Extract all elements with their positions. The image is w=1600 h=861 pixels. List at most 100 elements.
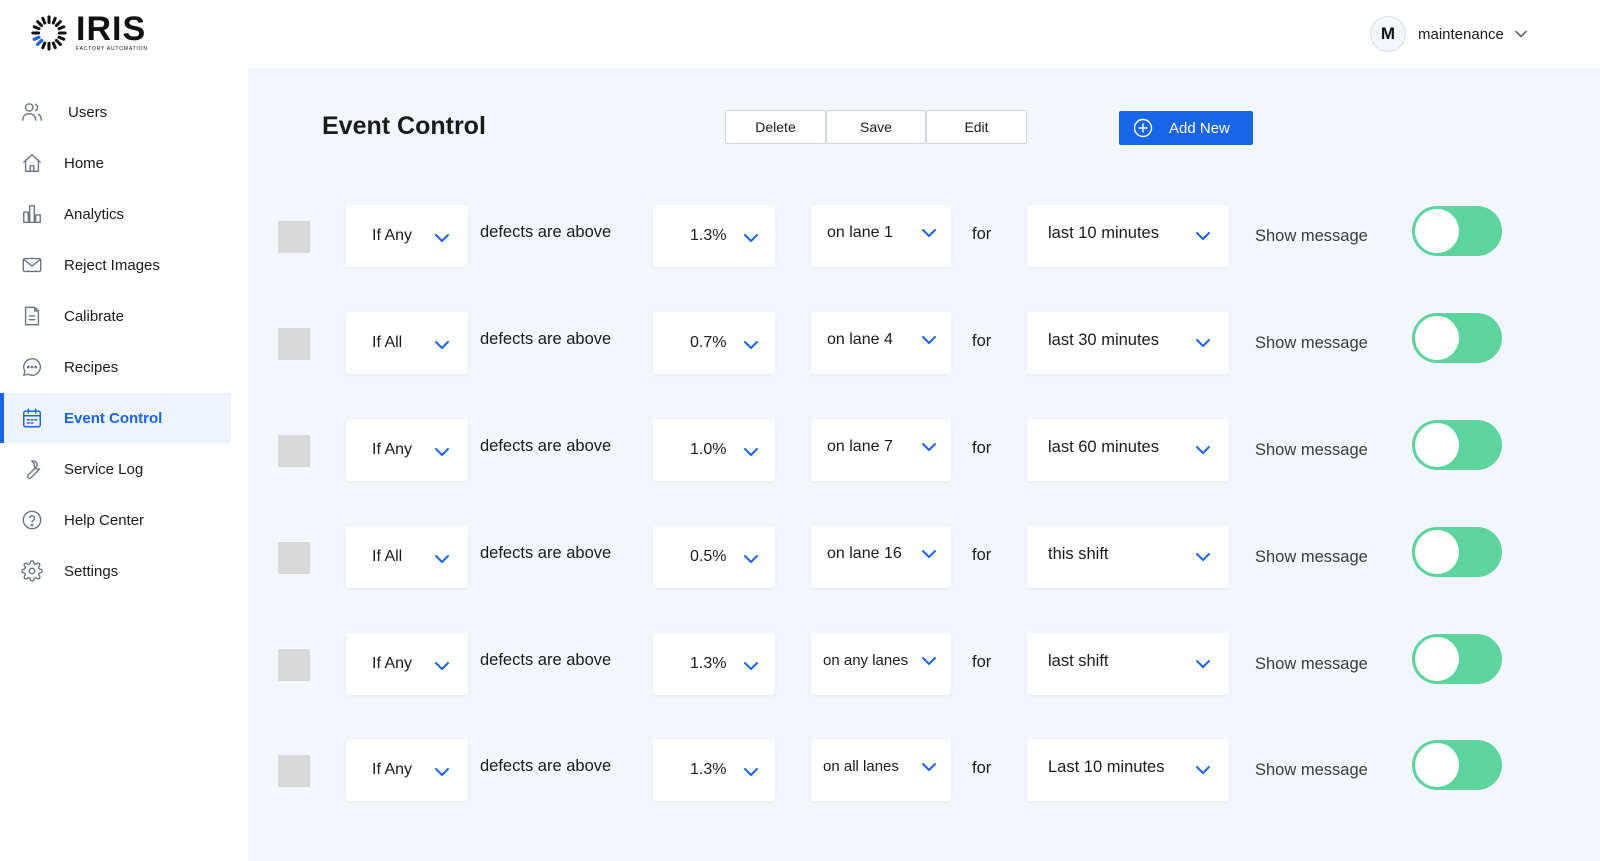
chevron-down-icon[interactable] — [1194, 334, 1212, 352]
chevron-down-icon[interactable] — [1194, 761, 1212, 779]
sidebar-item-help-center[interactable]: Help Center — [0, 495, 231, 545]
sidebar: Users Home Analytics Reject Images Calib… — [0, 68, 248, 861]
time-window-dropdown[interactable]: this shift — [1027, 526, 1229, 588]
lane-dropdown[interactable]: on lane 1 — [811, 205, 951, 267]
sidebar-item-recipes[interactable]: Recipes — [0, 342, 231, 392]
chevron-down-icon[interactable] — [1194, 655, 1212, 673]
chevron-down-icon[interactable] — [433, 443, 451, 461]
avatar[interactable]: M — [1370, 16, 1406, 52]
sidebar-item-home[interactable]: Home — [0, 138, 231, 188]
chevron-down-icon[interactable] — [742, 763, 760, 781]
row-checkbox[interactable] — [278, 755, 310, 787]
chevron-down-icon[interactable] — [742, 657, 760, 675]
condition-dropdown[interactable]: If Any — [346, 739, 468, 801]
edit-button[interactable]: Edit — [926, 110, 1027, 144]
sidebar-item-label: Settings — [64, 562, 119, 580]
condition-value: If Any — [372, 655, 413, 672]
chevron-down-icon[interactable] — [1194, 441, 1212, 459]
time-window-value: last 30 minutes — [1048, 331, 1159, 349]
brand-logo[interactable]: IRIS FACTORY AUTOMATION — [30, 12, 148, 52]
threshold-dropdown[interactable]: 0.7% — [653, 312, 775, 374]
threshold-dropdown[interactable]: 1.3% — [653, 739, 775, 801]
lane-dropdown[interactable]: on any lanes — [811, 633, 951, 695]
chevron-down-icon[interactable] — [433, 657, 451, 675]
chevron-down-icon[interactable] — [433, 550, 451, 568]
page-title: Event Control — [322, 112, 486, 140]
chevron-down-icon[interactable] — [433, 763, 451, 781]
time-window-dropdown[interactable]: last shift — [1027, 633, 1229, 695]
show-message-toggle[interactable] — [1412, 527, 1502, 577]
user-menu[interactable]: M maintenance — [1370, 16, 1528, 52]
threshold-value: 0.7% — [690, 334, 727, 351]
time-window-dropdown[interactable]: last 30 minutes — [1027, 312, 1229, 374]
sidebar-item-event-control[interactable]: Event Control — [0, 393, 231, 443]
chevron-down-icon[interactable] — [920, 758, 938, 776]
lane-dropdown[interactable]: on lane 4 — [811, 312, 951, 374]
condition-value: If Any — [372, 441, 413, 458]
sidebar-item-calibrate[interactable]: Calibrate — [0, 291, 231, 341]
user-name[interactable]: maintenance — [1418, 25, 1504, 43]
chevron-down-icon[interactable] — [1514, 27, 1528, 41]
chevron-down-icon[interactable] — [742, 229, 760, 247]
chevron-down-icon[interactable] — [920, 545, 938, 563]
row-checkbox[interactable] — [278, 435, 310, 467]
chevron-down-icon[interactable] — [742, 443, 760, 461]
chevron-down-icon[interactable] — [1194, 548, 1212, 566]
threshold-dropdown[interactable]: 1.0% — [653, 419, 775, 481]
chevron-down-icon[interactable] — [742, 550, 760, 568]
chevron-down-icon[interactable] — [742, 336, 760, 354]
lane-value: on lane 1 — [827, 224, 893, 241]
chevron-down-icon[interactable] — [433, 229, 451, 247]
chevron-down-icon[interactable] — [920, 331, 938, 349]
threshold-dropdown[interactable]: 1.3% — [653, 633, 775, 695]
condition-dropdown[interactable]: If All — [346, 312, 468, 374]
show-message-toggle[interactable] — [1412, 313, 1502, 363]
row-checkbox[interactable] — [278, 542, 310, 574]
condition-dropdown[interactable]: If Any — [346, 633, 468, 695]
threshold-value: 1.3% — [690, 227, 727, 244]
show-message-toggle[interactable] — [1412, 634, 1502, 684]
add-new-button[interactable]: Add New — [1119, 111, 1253, 145]
save-button[interactable]: Save — [826, 110, 926, 144]
chevron-down-icon[interactable] — [1194, 227, 1212, 245]
show-message-toggle[interactable] — [1412, 206, 1502, 256]
time-window-dropdown[interactable]: last 10 minutes — [1027, 205, 1229, 267]
lane-dropdown[interactable]: on lane 7 — [811, 419, 951, 481]
lane-dropdown[interactable]: on lane 16 — [811, 526, 951, 588]
sidebar-item-label: Recipes — [64, 358, 119, 376]
sidebar-item-analytics[interactable]: Analytics — [0, 189, 231, 239]
show-message-toggle[interactable] — [1412, 740, 1502, 790]
row-checkbox[interactable] — [278, 649, 310, 681]
time-window-dropdown[interactable]: Last 10 minutes — [1027, 739, 1229, 801]
condition-dropdown[interactable]: If All — [346, 526, 468, 588]
show-message-toggle[interactable] — [1412, 420, 1502, 470]
sidebar-item-settings[interactable]: Settings — [0, 546, 231, 596]
chevron-down-icon[interactable] — [920, 224, 938, 242]
sidebar-item-users[interactable]: Users — [0, 87, 231, 137]
threshold-dropdown[interactable]: 0.5% — [653, 526, 775, 588]
chevron-down-icon[interactable] — [433, 336, 451, 354]
main-content: Event Control Delete Save Edit Add New I… — [248, 68, 1600, 861]
chat-bubble-icon — [20, 355, 44, 379]
for-label: for — [972, 546, 992, 564]
threshold-dropdown[interactable]: 1.3% — [653, 205, 775, 267]
defects-label: defects are above — [480, 223, 612, 241]
lane-value: on any lanes — [823, 652, 909, 669]
row-checkbox[interactable] — [278, 221, 310, 253]
delete-button[interactable]: Delete — [725, 110, 826, 144]
chevron-down-icon[interactable] — [920, 438, 938, 456]
for-label: for — [972, 225, 992, 243]
sidebar-item-service-log[interactable]: Service Log — [0, 444, 231, 494]
chevron-down-icon[interactable] — [920, 652, 938, 670]
row-checkbox[interactable] — [278, 328, 310, 360]
iris-logo-icon — [31, 15, 67, 51]
lane-dropdown[interactable]: on all lanes — [811, 739, 951, 801]
sidebar-item-label: Help Center — [64, 511, 145, 529]
toggle-knob — [1415, 209, 1459, 253]
sidebar-item-reject-images[interactable]: Reject Images — [0, 240, 231, 290]
brand-tagline: FACTORY AUTOMATION — [76, 46, 148, 52]
time-window-dropdown[interactable]: last 60 minutes — [1027, 419, 1229, 481]
plus-circle-icon — [1133, 118, 1153, 138]
condition-dropdown[interactable]: If Any — [346, 205, 468, 267]
condition-dropdown[interactable]: If Any — [346, 419, 468, 481]
